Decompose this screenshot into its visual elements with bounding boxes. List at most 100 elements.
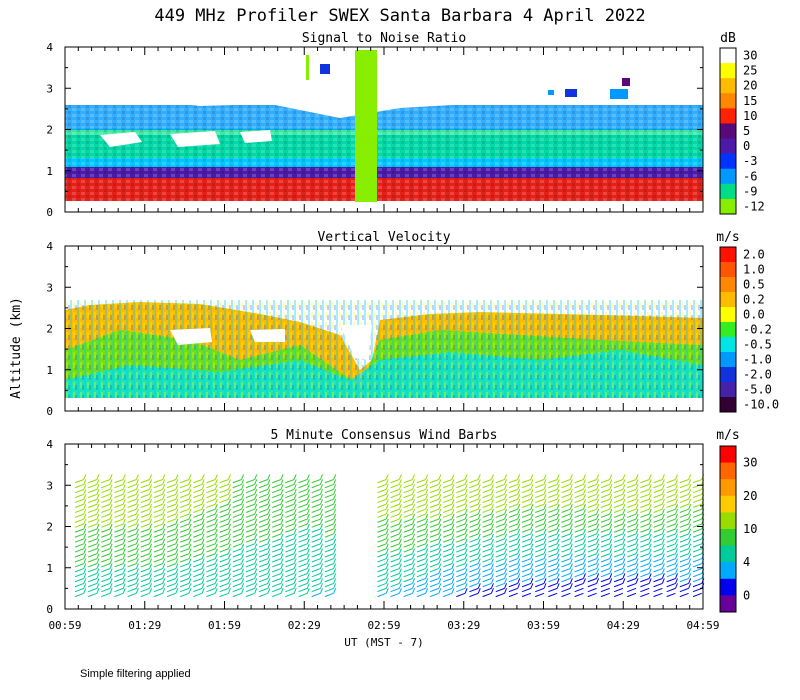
wind-barb <box>298 587 308 593</box>
wind-barb-flag <box>412 558 415 564</box>
wind-barb <box>574 479 584 484</box>
wind-barb <box>508 493 518 499</box>
wind-barb <box>508 573 518 578</box>
wind-barb-flag <box>438 563 442 569</box>
wind-barb-flag <box>175 543 179 549</box>
wind-barb <box>180 587 190 593</box>
colorbar-label: 10 <box>743 109 757 123</box>
y-tick-label: 2 <box>46 521 53 534</box>
wind-barb <box>377 548 387 553</box>
wind-barb <box>193 513 203 518</box>
wind-barb <box>219 543 229 548</box>
snr-echo <box>320 64 330 74</box>
wind-barb <box>666 523 676 528</box>
wind-barb <box>613 528 624 533</box>
wind-barb <box>495 508 505 513</box>
wind-barb-flag <box>241 533 245 540</box>
wind-barb-flag <box>451 543 455 549</box>
colorbar-label: 2.0 <box>743 248 765 262</box>
wind-barb-flag <box>333 508 337 515</box>
wind-barb <box>311 543 321 548</box>
wind-barb-flag <box>412 578 415 584</box>
wind-barb <box>561 479 571 484</box>
wind-barb <box>469 488 479 494</box>
wind-barb-flag <box>96 543 100 549</box>
wind-barb-flag <box>267 563 271 569</box>
wind-barb <box>469 483 479 489</box>
wind-barb <box>640 533 650 538</box>
wind-unit-label: m/s <box>716 428 739 443</box>
wind-barb <box>245 582 255 588</box>
wind-barb <box>613 543 624 548</box>
wind-barb-flag <box>688 499 692 505</box>
wind-barb-flag <box>293 489 297 495</box>
wind-barb-flag <box>320 573 323 579</box>
wind-barb-flag <box>477 568 481 574</box>
wind-barb-flag <box>622 543 626 549</box>
wind-barb <box>627 503 637 508</box>
wind-barb-flag <box>675 573 678 579</box>
wind-barb-flag <box>517 503 521 510</box>
wind-barb-flag <box>135 543 139 549</box>
wind-barb <box>206 538 216 543</box>
wind-barb <box>561 548 571 553</box>
wind-barb <box>272 503 282 508</box>
wind-barb <box>521 582 532 588</box>
wind-barb-flag <box>83 528 87 535</box>
wind-barb-flag <box>83 474 87 480</box>
x-tick-label: 00:59 <box>48 619 81 632</box>
wind-barb <box>640 553 650 558</box>
wind-barb <box>587 493 597 499</box>
wind-barb-flag <box>569 583 573 589</box>
wind-barb-flag <box>398 533 402 540</box>
wind-barb-flag <box>635 568 639 574</box>
wind-barb <box>285 582 295 588</box>
wind-barb <box>87 548 98 553</box>
wind-barb-flag <box>162 484 166 490</box>
wind-barb <box>140 523 150 528</box>
wind-barb-flag <box>162 563 166 569</box>
wind-barb-flag <box>596 479 600 485</box>
wind-barb-flag <box>425 513 429 520</box>
wind-barb <box>311 563 321 568</box>
wind-barb <box>232 528 242 533</box>
wind-barb <box>153 533 163 538</box>
wind-barb-flag <box>385 518 389 525</box>
wind-barb <box>140 582 150 588</box>
wind-barb <box>390 508 400 513</box>
wind-barb <box>640 573 650 578</box>
wind-barb <box>535 533 545 538</box>
wind-barb <box>232 503 242 508</box>
wind-barb <box>640 578 650 583</box>
wind-barb-flag <box>214 558 218 564</box>
wind-barb <box>613 558 624 563</box>
wind-barb-flag <box>451 528 455 535</box>
wind-barb <box>535 548 545 553</box>
wind-barb <box>74 592 84 598</box>
wind-barb-flag <box>688 563 692 569</box>
wind-barb-flag <box>109 558 113 564</box>
wind-barb <box>613 483 624 489</box>
wind-barb-flag <box>582 578 586 584</box>
wind-barb <box>482 592 492 598</box>
wind-barb <box>416 528 426 533</box>
wind-barb-flag <box>254 533 258 540</box>
wind-barb <box>587 508 597 513</box>
wind-barb <box>403 558 413 563</box>
wind-barb <box>403 518 413 523</box>
wind-barb-flag <box>385 543 389 549</box>
wind-barb-flag <box>530 479 534 485</box>
wind-barb-flag <box>438 538 442 545</box>
wind-barb <box>245 573 255 578</box>
wind-barb <box>653 508 663 513</box>
snr-unit-label: dB <box>720 31 736 46</box>
wind-barb <box>114 568 124 573</box>
wind-barb-flag <box>556 528 560 535</box>
wind-barb-flag <box>201 494 205 500</box>
wind-barb-flag <box>306 573 310 579</box>
wind-barb <box>535 543 545 548</box>
wind-barb-flag <box>635 573 639 579</box>
wind-barb-flag <box>333 573 337 579</box>
wind-barb <box>679 513 689 518</box>
wind-barb <box>587 558 597 563</box>
